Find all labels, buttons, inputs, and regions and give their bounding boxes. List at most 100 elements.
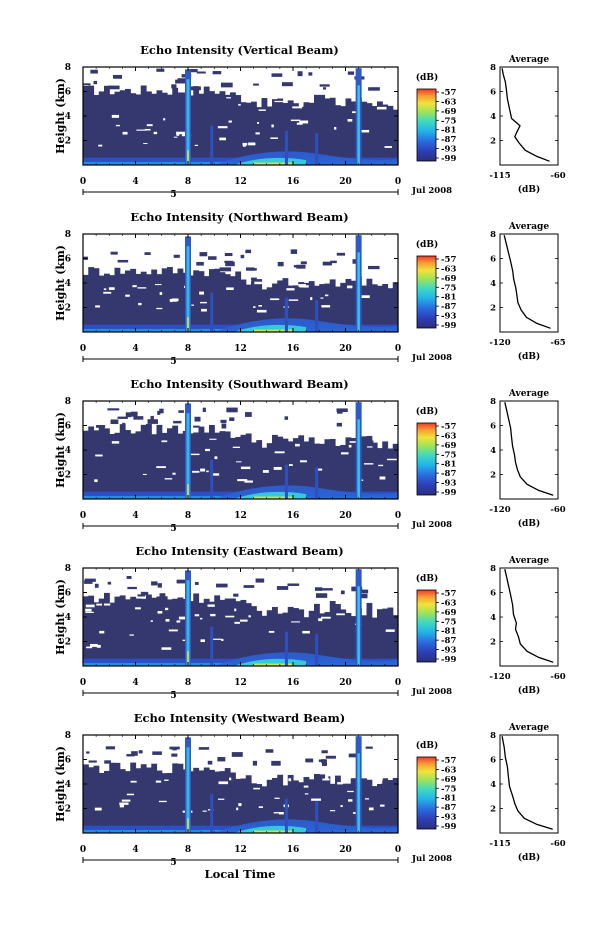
colorbar-tick-label: -99 [441,822,456,832]
y-tick-label: 2 [65,304,71,314]
profile-y-tick-label: 8 [490,230,496,240]
x-tick-labels: 0 4 8 12 16 20 0 [80,678,401,688]
x-tick-labels: 0 4 8 12 16 20 0 [80,177,401,187]
panel-title: Echo Intensity (Westward Beam) [134,711,345,725]
profile-y-tick-label: 6 [490,589,496,599]
profile-y-tick-label: 2 [490,304,496,314]
y-tick-label: 6 [65,756,71,766]
profile-x-label: (dB) [518,351,540,362]
echo-panel-2: Echo Intensity (Northward Beam)0 4 8 12 16 20… [54,210,566,367]
colorbar-tick-label: -81 [441,293,456,303]
y-tick-label: 8 [65,397,71,407]
colorbar-tick-label: -93 [441,145,456,155]
x-tick-label: 12 [234,845,247,855]
profile-x-tick-label: -60 [550,672,565,682]
colorbar-label: (dB) [416,239,438,250]
average-profile-line [501,736,553,830]
y-tick-label: 6 [65,88,71,98]
x-tick-label: 4 [132,344,138,354]
colorbar-tick-label: -87 [441,803,456,813]
colorbar-label: (dB) [416,740,438,751]
y-tick-label: 2 [65,805,71,815]
heatmap-image [83,235,399,332]
x-tick-labels: 0 4 8 12 16 20 0 [80,511,401,521]
profile-x-tick-label: -115 [489,839,510,849]
day-label: 5 [170,190,176,200]
y-tick-label: 4 [65,780,71,790]
profile-x-ticks: -120 -60 [489,672,565,682]
profile-x-label: (dB) [518,852,540,863]
x-tick-label: 0 [395,177,401,187]
echo-panel-5: Echo Intensity (Westward Beam)0 4 8 12 16 20 0… [54,711,566,868]
y-tick-label: 6 [65,589,71,599]
profile-y-tick-label: 4 [490,112,496,122]
colorbar-tick-label: -69 [441,274,456,284]
x-tick-label: 16 [287,344,300,354]
colorbar [416,255,437,329]
profile-y-ticks: 2 4 6 8 [490,397,496,481]
panel-title: Echo Intensity (Vertical Beam) [140,43,339,57]
profile-x-ticks: -115 -60 [489,839,565,849]
colorbar-tick-label: -57 [441,255,456,265]
x-tick-label: 20 [339,344,352,354]
y-tick-label: 6 [65,255,71,265]
date-label: Jul 2008 [411,186,452,196]
colorbar-tick-label: -81 [441,126,456,136]
heatmap-image [83,736,399,833]
echo-panel-1: Echo Intensity (Vertical Beam)0 4 8 12 16 20 0… [54,43,566,200]
y-tick-label: 8 [65,230,71,240]
colorbar [416,422,437,496]
colorbar-tick-label: -87 [441,469,456,479]
profile-x-tick-label: -120 [489,672,510,682]
heatmap-image [83,569,399,666]
profile-y-tick-label: 2 [490,471,496,481]
x-tick-label: 4 [132,177,138,187]
profile-y-ticks: 2 4 6 8 [490,564,496,648]
colorbar-label: (dB) [416,406,438,417]
colorbar-tick-label: -87 [441,636,456,646]
y-tick-label: 8 [65,63,71,73]
profile-x-ticks: -115 -60 [489,171,565,181]
x-tick-label: 20 [339,177,352,187]
colorbar-ticks: -57-63-69-75-81-87-93-99 [441,422,456,498]
colorbar-tick-label: -75 [441,784,456,794]
colorbar-tick-label: -57 [441,589,456,599]
x-tick-label: 0 [80,177,86,187]
y-tick-labels: 2 4 6 8 [65,731,71,815]
colorbar-tick-label: -81 [441,794,456,804]
profile-y-tick-label: 6 [490,756,496,766]
echo-panel-4: Echo Intensity (Eastward Beam)0 4 8 12 16 20 0… [54,544,566,701]
colorbar-tick-label: -99 [441,655,456,665]
x-tick-label: 8 [185,845,191,855]
colorbar-tick-label: -93 [441,479,456,489]
colorbar-tick-label: -99 [441,154,456,164]
x-tick-label: 8 [185,177,191,187]
profile-frame [499,567,559,667]
day-label: 5 [170,691,176,701]
colorbar-tick-label: -81 [441,627,456,637]
y-tick-label: 2 [65,471,71,481]
colorbar-tick-label: -75 [441,617,456,627]
average-profile-line [504,569,554,663]
y-tick-label: 2 [65,638,71,648]
date-label: Jul 2008 [411,687,452,697]
x-tick-label: 0 [80,845,86,855]
profile-y-tick-label: 2 [490,638,496,648]
profile-y-tick-label: 4 [490,780,496,790]
average-profile-line [504,402,554,496]
y-tick-label: 4 [65,446,71,456]
heatmap-image [83,402,399,499]
profile-y-tick-label: 6 [490,255,496,265]
colorbar-tick-label: -63 [441,765,456,775]
colorbar-tick-label: -99 [441,488,456,498]
x-tick-label: 16 [287,511,300,521]
colorbar [416,756,437,830]
average-profile-line [503,235,551,329]
colorbar-ticks: -57-63-69-75-81-87-93-99 [441,88,456,164]
x-tick-label: 16 [287,177,300,187]
profile-x-tick-label: -65 [550,338,565,348]
colorbar [416,589,437,663]
colorbar-tick-label: -57 [441,422,456,432]
x-tick-label: 12 [234,511,247,521]
